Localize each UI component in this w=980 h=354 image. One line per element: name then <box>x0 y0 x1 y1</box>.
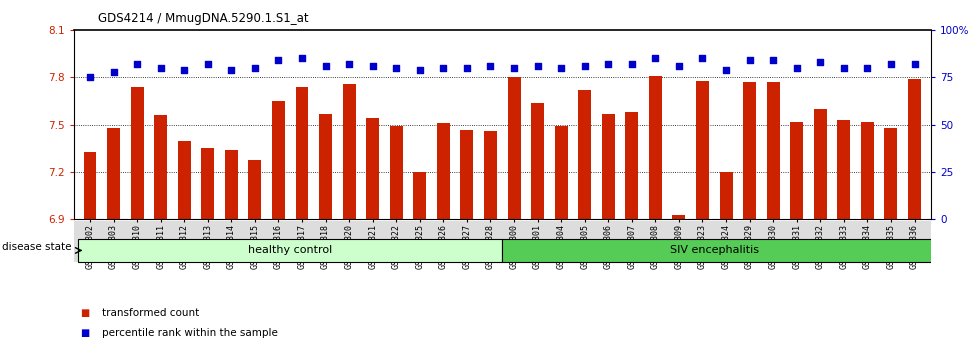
Point <box>742 58 758 63</box>
Bar <box>130 87 144 219</box>
Text: percentile rank within the sample: percentile rank within the sample <box>102 329 277 338</box>
Bar <box>813 109 827 219</box>
Point <box>247 65 263 71</box>
Point <box>459 65 474 71</box>
Point <box>412 67 427 73</box>
Bar <box>296 87 309 219</box>
Point <box>601 61 616 67</box>
Bar <box>719 172 732 219</box>
Point <box>223 67 239 73</box>
Bar <box>860 122 874 219</box>
Text: ■: ■ <box>80 308 89 318</box>
Bar <box>177 141 191 219</box>
Point <box>765 58 781 63</box>
Bar <box>908 79 921 219</box>
Bar <box>272 101 285 219</box>
Point <box>106 69 122 75</box>
Bar <box>201 148 215 219</box>
Point <box>789 65 805 71</box>
Point <box>153 65 169 71</box>
Point <box>812 59 828 65</box>
Bar <box>837 120 851 219</box>
Bar <box>531 103 544 219</box>
Bar <box>390 126 403 219</box>
Point <box>671 63 687 69</box>
Bar <box>696 81 709 219</box>
Bar <box>319 114 332 219</box>
Text: GDS4214 / MmugDNA.5290.1.S1_at: GDS4214 / MmugDNA.5290.1.S1_at <box>98 12 309 25</box>
FancyBboxPatch shape <box>502 239 938 262</box>
Point <box>365 63 380 69</box>
Point <box>200 61 216 67</box>
Text: SIV encephalitis: SIV encephalitis <box>669 245 759 256</box>
Point <box>718 67 734 73</box>
Bar <box>367 119 379 219</box>
Point <box>435 65 451 71</box>
Point <box>836 65 852 71</box>
Point <box>482 63 498 69</box>
Bar <box>649 76 662 219</box>
Point <box>648 56 663 61</box>
FancyBboxPatch shape <box>78 239 502 262</box>
Bar <box>555 126 567 219</box>
Point <box>176 67 192 73</box>
Point <box>294 56 310 61</box>
Bar <box>248 160 262 219</box>
Bar <box>766 82 780 219</box>
Point <box>388 65 404 71</box>
Bar <box>154 115 168 219</box>
Bar <box>602 114 614 219</box>
Text: healthy control: healthy control <box>248 245 332 256</box>
Bar <box>107 128 120 219</box>
Bar <box>508 78 520 219</box>
Text: disease state: disease state <box>2 242 72 252</box>
Bar <box>437 123 450 219</box>
Point <box>906 61 922 67</box>
Point <box>270 58 286 63</box>
Point <box>577 63 593 69</box>
Bar <box>578 90 591 219</box>
Point <box>530 63 546 69</box>
Point <box>507 65 522 71</box>
Point <box>318 63 333 69</box>
Bar <box>83 152 96 219</box>
Bar <box>461 130 473 219</box>
Text: transformed count: transformed count <box>102 308 199 318</box>
Point <box>695 56 710 61</box>
Bar <box>625 112 638 219</box>
Bar <box>343 84 356 219</box>
Bar <box>672 215 685 219</box>
Bar <box>484 131 497 219</box>
Text: ■: ■ <box>80 329 89 338</box>
Bar <box>885 128 898 219</box>
Point <box>82 75 98 80</box>
Bar <box>790 122 804 219</box>
Bar <box>224 150 238 219</box>
Bar <box>414 172 426 219</box>
Point <box>883 61 899 67</box>
Point <box>624 61 640 67</box>
Point <box>554 65 569 71</box>
Bar <box>743 82 757 219</box>
Point <box>341 61 357 67</box>
Point <box>129 61 145 67</box>
Point <box>859 65 875 71</box>
